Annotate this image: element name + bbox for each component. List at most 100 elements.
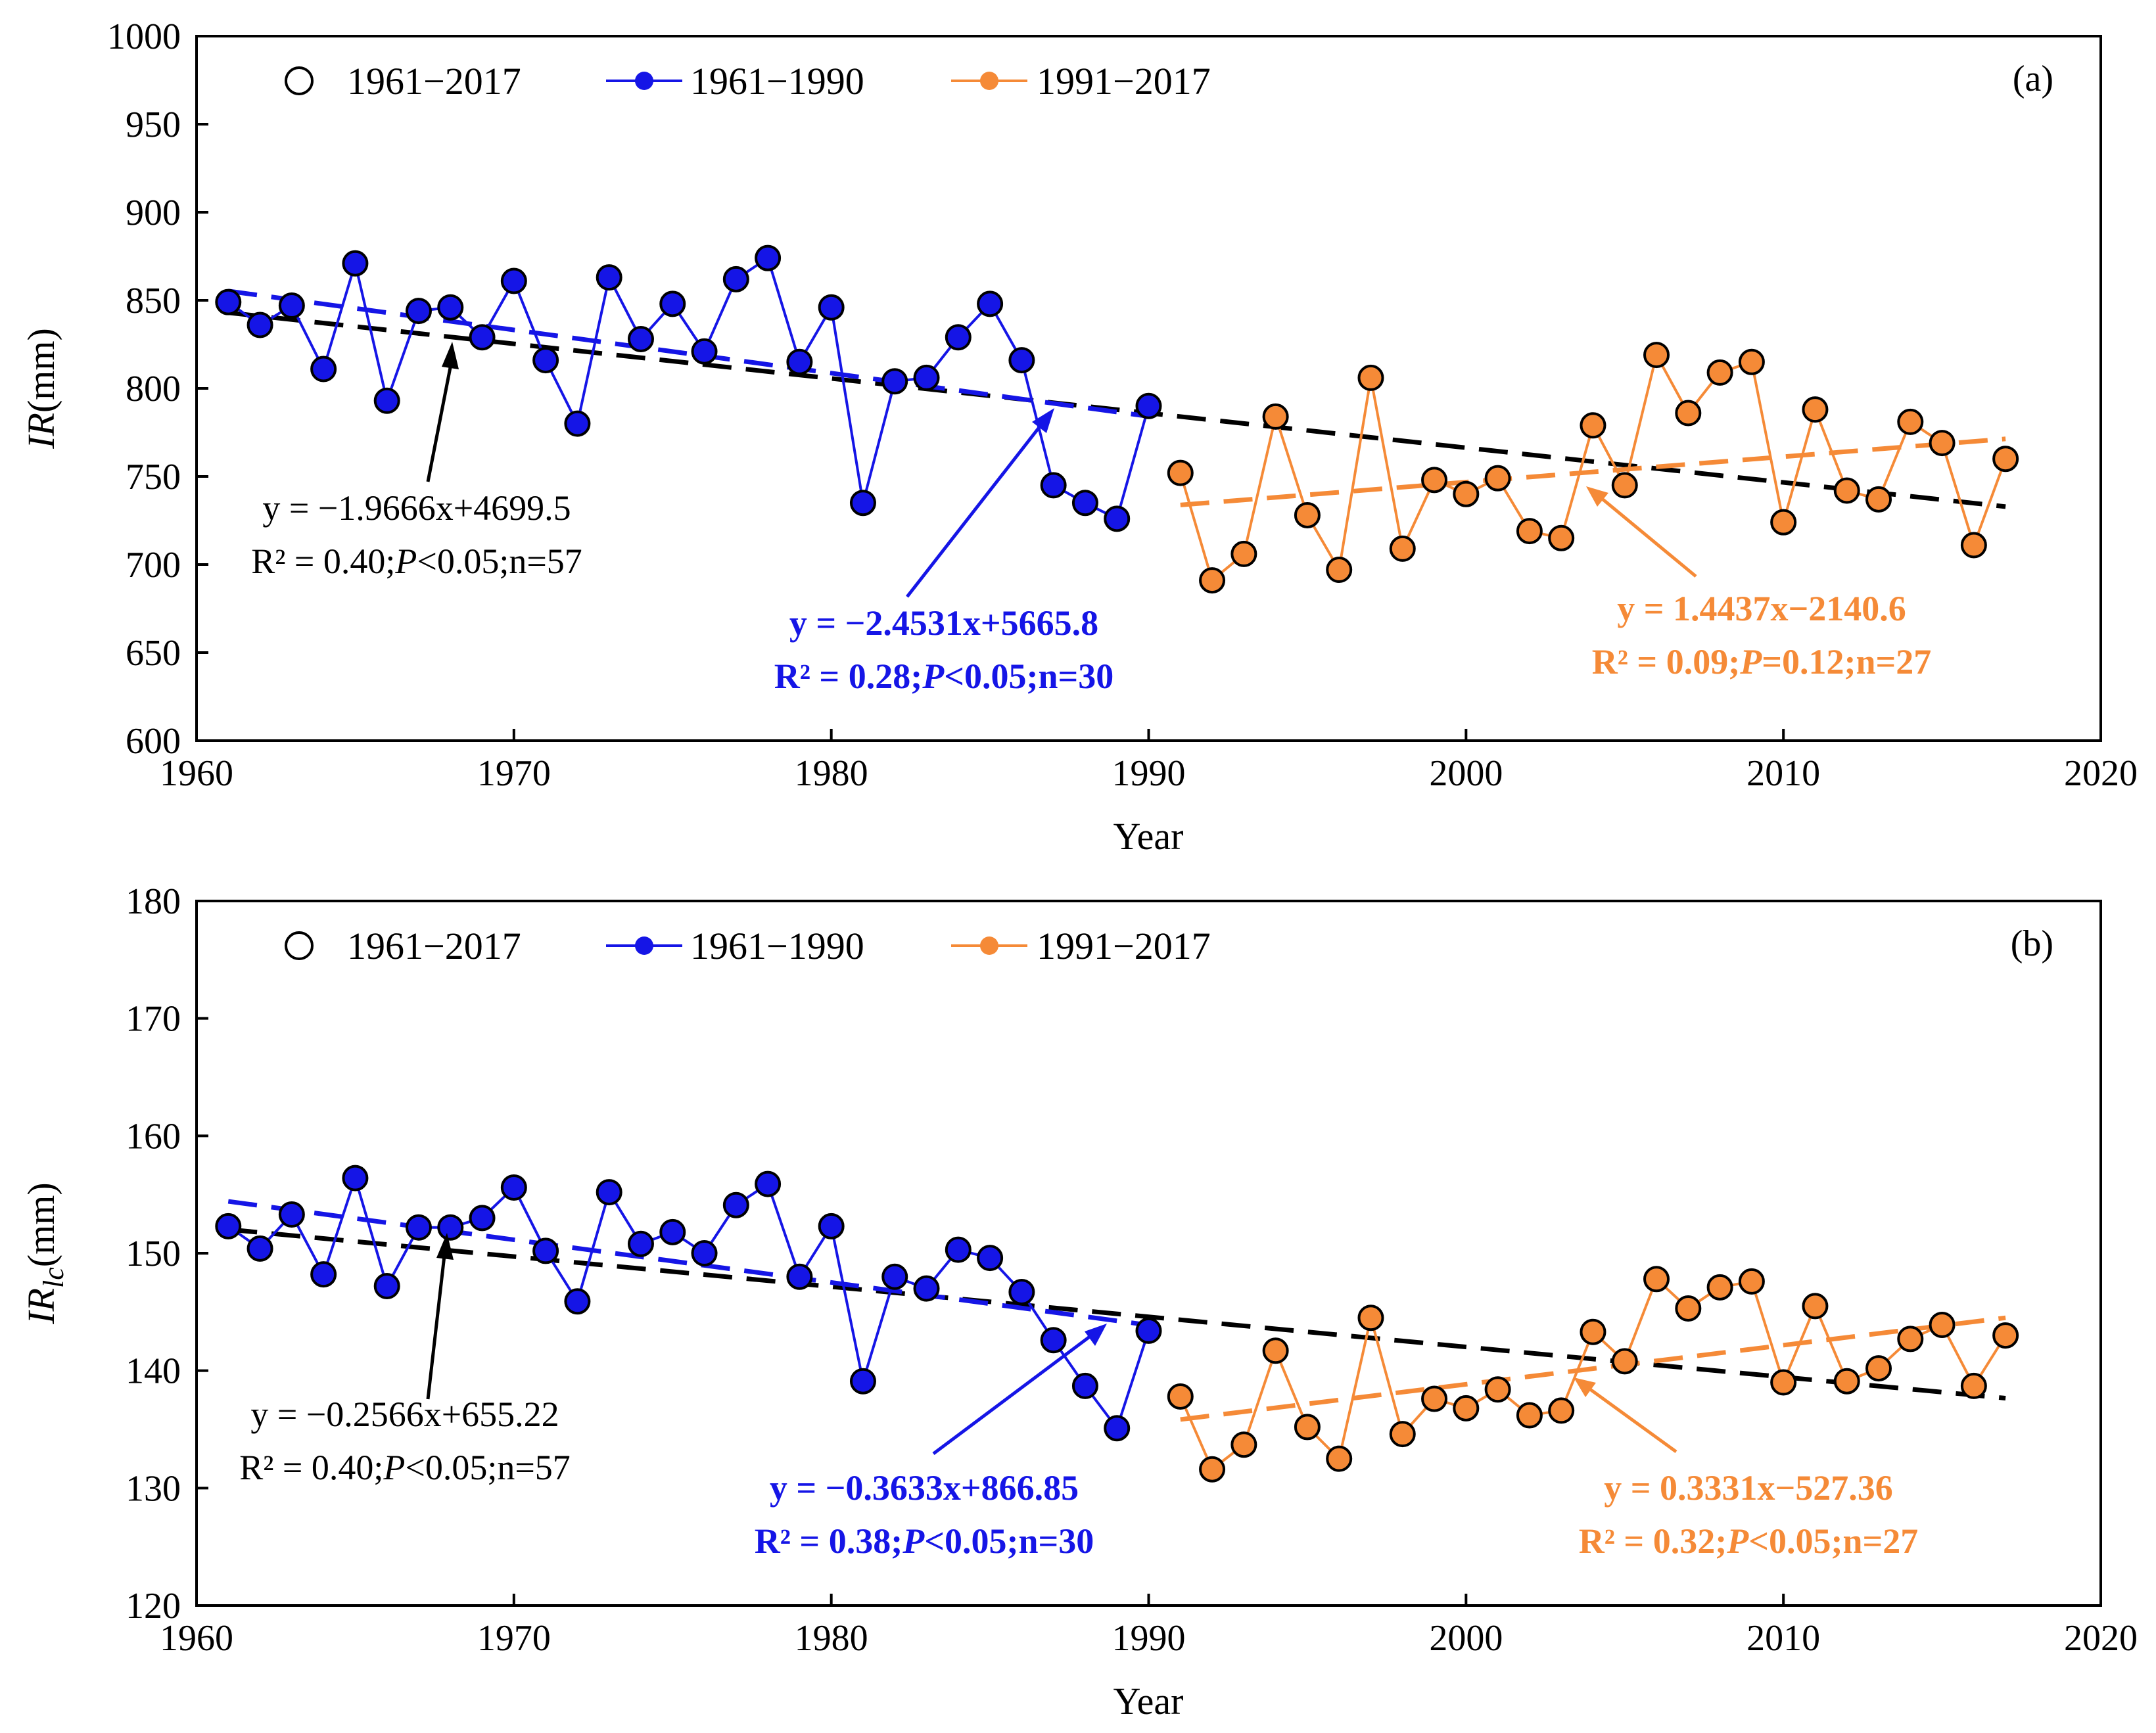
- data-point-1988: [1071, 1372, 1098, 1399]
- data-point-2007: [1675, 1295, 1702, 1322]
- annotation-trend-all: y = −1.9666x+4699.5 R² = 0.40;P<0.05;n=5…: [251, 342, 582, 581]
- annotation-arrowhead-all: [436, 1233, 454, 1260]
- data-point-1962: [246, 1235, 273, 1262]
- annotation-trend-1961-1990: y = −0.3633x+866.85 R² = 0.38;P<0.05;n=3…: [755, 1324, 1107, 1561]
- data-point-1967: [405, 298, 432, 325]
- data-point-1987: [1040, 472, 1067, 499]
- data-point-1981: [849, 1368, 876, 1395]
- data-point-2017: [1992, 446, 2019, 473]
- y-tick-label: 120: [126, 1586, 181, 1627]
- data-point-1993: [1230, 540, 1257, 567]
- annotation-trend-1961-1990: y = −2.4531x+5665.8 R² = 0.28;P<0.05;n=3…: [774, 408, 1113, 696]
- y-axis-label-unit: (mm): [20, 328, 62, 413]
- legend-label-all: 1961−2017: [347, 60, 521, 103]
- legend-marker-1991-2017: [980, 72, 998, 90]
- data-point-1983: [913, 364, 940, 391]
- data-point-2016: [1960, 532, 1987, 559]
- data-point-2005: [1611, 1348, 1638, 1375]
- data-point-1989: [1104, 1415, 1131, 1442]
- x-tick-label: 2010: [1746, 753, 1820, 794]
- legend: 1961−2017 1961−1990 1991−2017: [285, 925, 1211, 967]
- data-point-1982: [881, 368, 908, 395]
- y-tick-label: 180: [126, 881, 181, 922]
- data-point-2001: [1484, 465, 1511, 492]
- trend-stats-1991-2017: R² = 0.09;P=0.12;n=27: [1592, 642, 1932, 682]
- data-point-1984: [945, 324, 972, 351]
- data-point-2007: [1675, 400, 1702, 427]
- data-point-2013: [1865, 1355, 1892, 1382]
- x-tick-label: 1980: [795, 753, 868, 794]
- annotation-arrow-1991-2017: [1586, 1385, 1677, 1454]
- trend-stats-all: R² = 0.40;P<0.05;n=57: [239, 1448, 571, 1487]
- data-point-1962: [246, 312, 273, 338]
- data-point-1992: [1199, 1456, 1226, 1483]
- trend-equation-all: y = −0.2566x+655.22: [250, 1395, 559, 1434]
- y-tick-label: 150: [126, 1234, 181, 1274]
- annotation-arrow-1991-2017: [1599, 496, 1697, 578]
- legend-label-1961-1990: 1961−1990: [690, 60, 864, 103]
- legend-marker-all: [285, 931, 314, 960]
- legend-marker-1961-1990: [635, 936, 653, 955]
- y-axis-label: IRlc(mm): [20, 1182, 70, 1324]
- legend: 1961−2017 1961−1990 1991−2017: [285, 60, 1211, 103]
- data-point-1961: [215, 289, 242, 315]
- data-point-1967: [405, 1214, 432, 1241]
- trend-line-all: [227, 310, 2006, 509]
- data-point-1989: [1104, 505, 1131, 532]
- data-point-1991: [1167, 1383, 1194, 1410]
- data-point-2002: [1516, 518, 1543, 545]
- data-point-2010: [1770, 509, 1797, 536]
- data-point-1976: [691, 1240, 718, 1266]
- data-point-2015: [1929, 430, 1956, 457]
- trend-line-1991-2017: [1180, 436, 2006, 507]
- data-point-1984: [945, 1236, 972, 1263]
- x-tick-label: 2020: [2064, 1618, 2138, 1659]
- data-point-1966: [373, 1273, 400, 1300]
- data-point-1968: [437, 294, 464, 321]
- data-point-1988: [1071, 490, 1098, 517]
- trend-equation-1961-1990: y = −2.4531x+5665.8: [789, 603, 1098, 643]
- legend-label-1991-2017: 1991−2017: [1037, 60, 1211, 103]
- data-point-1965: [342, 250, 369, 277]
- legend-marker-1991-2017: [980, 936, 998, 955]
- annotation-arrow-all: [426, 1249, 447, 1400]
- panel-label: (b): [2011, 923, 2053, 964]
- data-point-2011: [1802, 1293, 1829, 1320]
- x-tick-label: 1980: [795, 1618, 868, 1659]
- annotation-arrowhead-1991-2017: [1574, 1377, 1596, 1397]
- data-point-2016: [1960, 1372, 1987, 1399]
- y-tick-label: 900: [126, 193, 181, 233]
- data-point-1980: [818, 1213, 845, 1239]
- x-tick-label: 2000: [1429, 1618, 1503, 1659]
- annotation-arrowhead-1991-2017: [1586, 486, 1608, 507]
- data-point-1998: [1389, 535, 1416, 562]
- data-point-1994: [1262, 403, 1289, 430]
- trend-equation-1991-2017: y = 0.3331x−527.36: [1604, 1468, 1893, 1508]
- y-axis-label: IR(mm): [20, 328, 62, 450]
- data-point-1981: [849, 490, 876, 517]
- trend-line-all: [227, 1227, 2006, 1400]
- x-tick-label: 1970: [477, 1618, 551, 1659]
- panel-b: 1960 1970 1980 1990 2000 2010 2020 120 130 140 150…: [20, 881, 2138, 1722]
- data-point-1964: [310, 1261, 337, 1288]
- trend-equation-1991-2017: y = 1.4437x−2140.6: [1617, 589, 1906, 628]
- data-point-2004: [1580, 1318, 1606, 1345]
- data-point-1987: [1040, 1327, 1067, 1354]
- data-point-2009: [1738, 1268, 1765, 1295]
- data-point-1990: [1135, 392, 1162, 419]
- data-point-1963: [278, 292, 305, 319]
- data-point-2001: [1484, 1376, 1511, 1403]
- data-point-1979: [786, 348, 813, 375]
- y-axis-label-main: IR: [20, 413, 62, 450]
- data-point-1991: [1167, 459, 1194, 486]
- y-tick-label: 700: [126, 545, 181, 586]
- data-point-2010: [1770, 1369, 1797, 1396]
- data-point-1985: [977, 290, 1004, 317]
- data-point-2006: [1643, 1266, 1670, 1293]
- data-point-1992: [1199, 567, 1226, 594]
- y-tick-label: 140: [126, 1351, 181, 1392]
- data-point-1963: [278, 1201, 305, 1228]
- data-point-1972: [564, 410, 591, 437]
- annotation-arrowhead-all: [442, 342, 459, 369]
